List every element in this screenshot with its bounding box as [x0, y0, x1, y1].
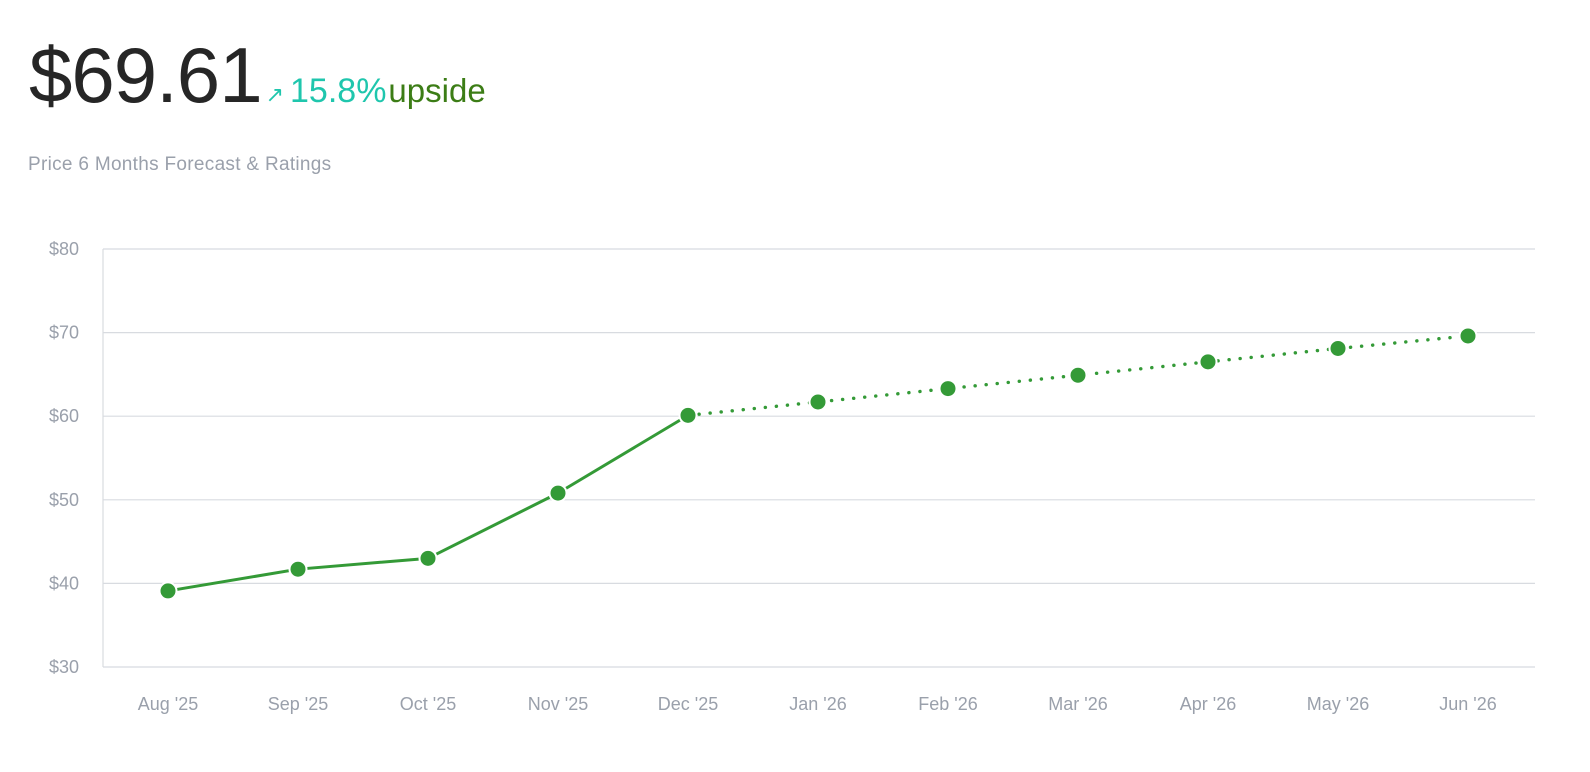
data-point[interactable] — [938, 379, 958, 399]
x-tick-label: Oct '25 — [400, 694, 456, 714]
chart-subtitle: Price 6 Months Forecast & Ratings — [28, 154, 332, 175]
point-layer — [158, 326, 1478, 601]
data-point[interactable] — [418, 548, 438, 568]
x-tick-label: Mar '26 — [1048, 694, 1107, 714]
x-tick-label: Jun '26 — [1439, 694, 1496, 714]
x-tick-label: Sep '25 — [268, 694, 329, 714]
axis-layer: $80 $70 $60 $50 $40 $30 Aug '25 Sep '25 Oct '25 N… — [49, 239, 1497, 714]
y-tick-label: $70 — [49, 323, 79, 343]
data-point[interactable] — [548, 483, 568, 503]
data-point[interactable] — [1458, 326, 1478, 346]
x-tick-label: Jan '26 — [789, 694, 846, 714]
x-tick-label: Apr '26 — [1180, 694, 1236, 714]
price-change: ↗ 15.8% upside — [266, 72, 486, 111]
arrow-up-right-icon: ↗ — [265, 82, 285, 107]
data-point[interactable] — [808, 392, 828, 412]
x-tick-label: Nov '25 — [528, 694, 588, 714]
change-percent: 15.8% — [290, 72, 387, 110]
x-tick-label: Aug '25 — [138, 694, 199, 714]
x-tick-label: Feb '26 — [918, 694, 977, 714]
data-point[interactable] — [1328, 338, 1348, 358]
data-point[interactable] — [1068, 365, 1088, 385]
y-tick-label: $60 — [49, 406, 79, 426]
price-header: $69.61 ↗ 15.8% upside — [29, 36, 486, 114]
y-tick-label: $50 — [49, 490, 79, 510]
y-tick-label: $30 — [49, 657, 79, 677]
grid-layer — [102, 248, 1535, 668]
data-point[interactable] — [1198, 352, 1218, 372]
change-label: upside — [388, 72, 486, 109]
line-layer — [166, 334, 1470, 593]
data-point[interactable] — [288, 559, 308, 579]
y-tick-label: $40 — [49, 573, 79, 593]
x-tick-label: Dec '25 — [658, 694, 718, 714]
data-point[interactable] — [678, 405, 698, 425]
x-tick-label: May '26 — [1307, 694, 1369, 714]
y-tick-label: $80 — [49, 239, 79, 259]
data-point[interactable] — [158, 581, 178, 601]
current-price: $69.61 — [29, 31, 263, 119]
